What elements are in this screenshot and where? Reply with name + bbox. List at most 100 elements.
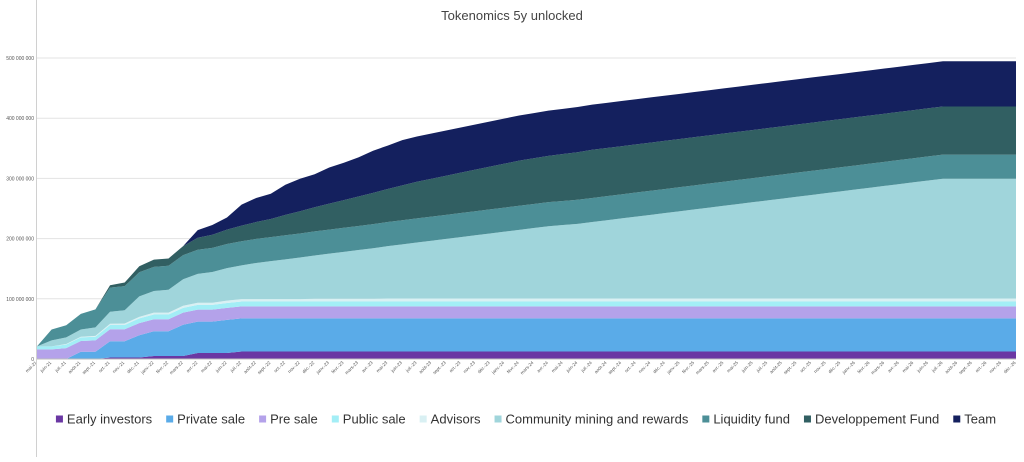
x-tick-label: nov.-22: [287, 360, 301, 374]
x-tick-label: avr.-23: [361, 360, 375, 374]
x-tick-label: nov.-26: [988, 360, 1002, 374]
x-tick-label: août-21: [67, 360, 82, 375]
legend-label: Liquidity fund: [713, 412, 790, 427]
x-tick-label: avr.-24: [536, 360, 550, 374]
x-tick-label: juil.-26: [930, 360, 944, 374]
x-tick-label: avr.-25: [711, 360, 725, 374]
x-tick-label: juil.-23: [404, 360, 418, 374]
x-tick-label: juil.-25: [755, 360, 769, 374]
x-tick-label: mai-23: [375, 360, 389, 374]
legend-swatch: [494, 415, 502, 423]
x-tick-label: mai-22: [200, 360, 214, 374]
x-tick-label: févr.-23: [330, 360, 344, 374]
x-tick-label: mai-25: [726, 360, 740, 374]
legend-swatch: [55, 415, 63, 423]
x-tick-label: déc.-24: [652, 360, 667, 375]
legend-label: Developpement Fund: [815, 412, 939, 427]
x-tick-label: août-25: [769, 360, 784, 375]
x-tick-label: sept.-24: [607, 360, 622, 375]
x-tick-label: sept.-21: [81, 360, 96, 375]
legend-label: Public sale: [343, 412, 406, 427]
x-tick-label: août-23: [418, 360, 433, 375]
x-tick-label: nov.-24: [637, 360, 651, 374]
x-tick-label: juin-26: [915, 360, 929, 374]
x-tick-label: oct.-24: [624, 360, 638, 374]
x-tick-label: juin-25: [740, 360, 754, 374]
area-team: [37, 61, 1016, 347]
x-tick-label: mars-25: [695, 360, 711, 376]
x-tick-label: août-22: [243, 360, 258, 375]
y-tick-label: 500 000 000: [6, 56, 34, 62]
y-tick-label: 300 000 000: [6, 176, 34, 182]
legend-swatch: [166, 415, 174, 423]
x-tick-label: août-26: [944, 360, 959, 375]
x-tick-label: déc.-26: [1003, 360, 1018, 375]
x-tick-label: juil.-24: [579, 360, 593, 374]
x-tick-label: août-24: [593, 360, 608, 375]
area-public-sale: [37, 301, 1016, 350]
y-tick-label: 200 000 000: [6, 237, 34, 243]
x-tick-label: sept.-25: [782, 360, 797, 375]
area-pre-sale: [37, 306, 1016, 359]
x-tick-label: févr.-22: [155, 360, 169, 374]
legend-swatch: [259, 415, 267, 423]
legend-swatch: [953, 415, 961, 423]
x-tick-label: sept.-22: [256, 360, 271, 375]
x-tick-label: nov.-21: [111, 360, 125, 374]
x-tick-label: mai-24: [550, 360, 564, 374]
x-tick-label: déc.-23: [477, 360, 492, 375]
x-tick-label: déc.-25: [827, 360, 842, 375]
area-private-sale: [37, 318, 1016, 359]
x-tick-label: mars-22: [169, 360, 185, 376]
area-developpement-fund: [37, 106, 1016, 347]
x-tick-label: oct.-22: [273, 360, 287, 374]
legend-swatch: [702, 415, 710, 423]
area-layer: [37, 61, 1016, 359]
x-tick-label: avr.-22: [185, 360, 199, 374]
legend-swatch: [331, 415, 339, 423]
x-tick-label: janv.-24: [490, 360, 506, 376]
x-tick-label: sept.-26: [958, 360, 973, 375]
x-tick-label: févr.-24: [506, 360, 520, 374]
x-tick-label: mars-24: [519, 360, 535, 376]
x-tick-label: nov.-23: [462, 360, 476, 374]
x-tick-label: nov.-25: [813, 360, 827, 374]
x-tick-label: déc.-21: [126, 360, 141, 375]
x-tick-label: oct.-21: [97, 360, 111, 374]
x-tick-label: mars-26: [870, 360, 886, 376]
legend-label: Advisors: [431, 412, 481, 427]
legend-swatch: [803, 415, 811, 423]
area-liquidity-fund: [37, 154, 1016, 347]
x-tick-label: oct.-23: [448, 360, 462, 374]
x-tick-label: mars-23: [344, 360, 360, 376]
legend-swatch: [419, 415, 427, 423]
area-early-investors: [37, 351, 1016, 359]
x-tick-label: oct.-25: [799, 360, 813, 374]
x-tick-label: avr.-26: [887, 360, 901, 374]
x-tick-label: mai-26: [901, 360, 915, 374]
x-tick-label: juil.-21: [53, 360, 67, 374]
legend-label: Pre sale: [270, 412, 318, 427]
chart-title: Tokenomics 5y unlocked: [441, 8, 583, 23]
x-tick-label: juin-24: [565, 360, 579, 374]
x-tick-label: déc.-22: [301, 360, 316, 375]
x-tick-label: juin-23: [389, 360, 403, 374]
legend-label: Team: [964, 412, 996, 427]
y-tick-label: 0: [31, 357, 34, 363]
x-tick-label: janv.-25: [665, 360, 681, 376]
x-tick-label: janv.-26: [841, 360, 857, 376]
legend-label: Early investors: [67, 412, 153, 427]
legend-label: Private sale: [177, 412, 245, 427]
y-tick-label: 100 000 000: [6, 297, 34, 303]
left-border-line: [36, 0, 37, 457]
y-tick-label: 400 000 000: [6, 116, 34, 122]
x-tick-label: oct.-26: [974, 360, 988, 374]
legend-label: Community mining and rewards: [506, 412, 689, 427]
legend-layer: Early investors Private sale Pre sale Publi…: [55, 412, 996, 427]
x-tick-label: févr.-25: [681, 360, 695, 374]
x-tick-label: juil.-22: [229, 360, 243, 374]
x-tick-label: janv.-23: [315, 360, 331, 376]
x-tick-label: févr.-26: [856, 360, 870, 374]
